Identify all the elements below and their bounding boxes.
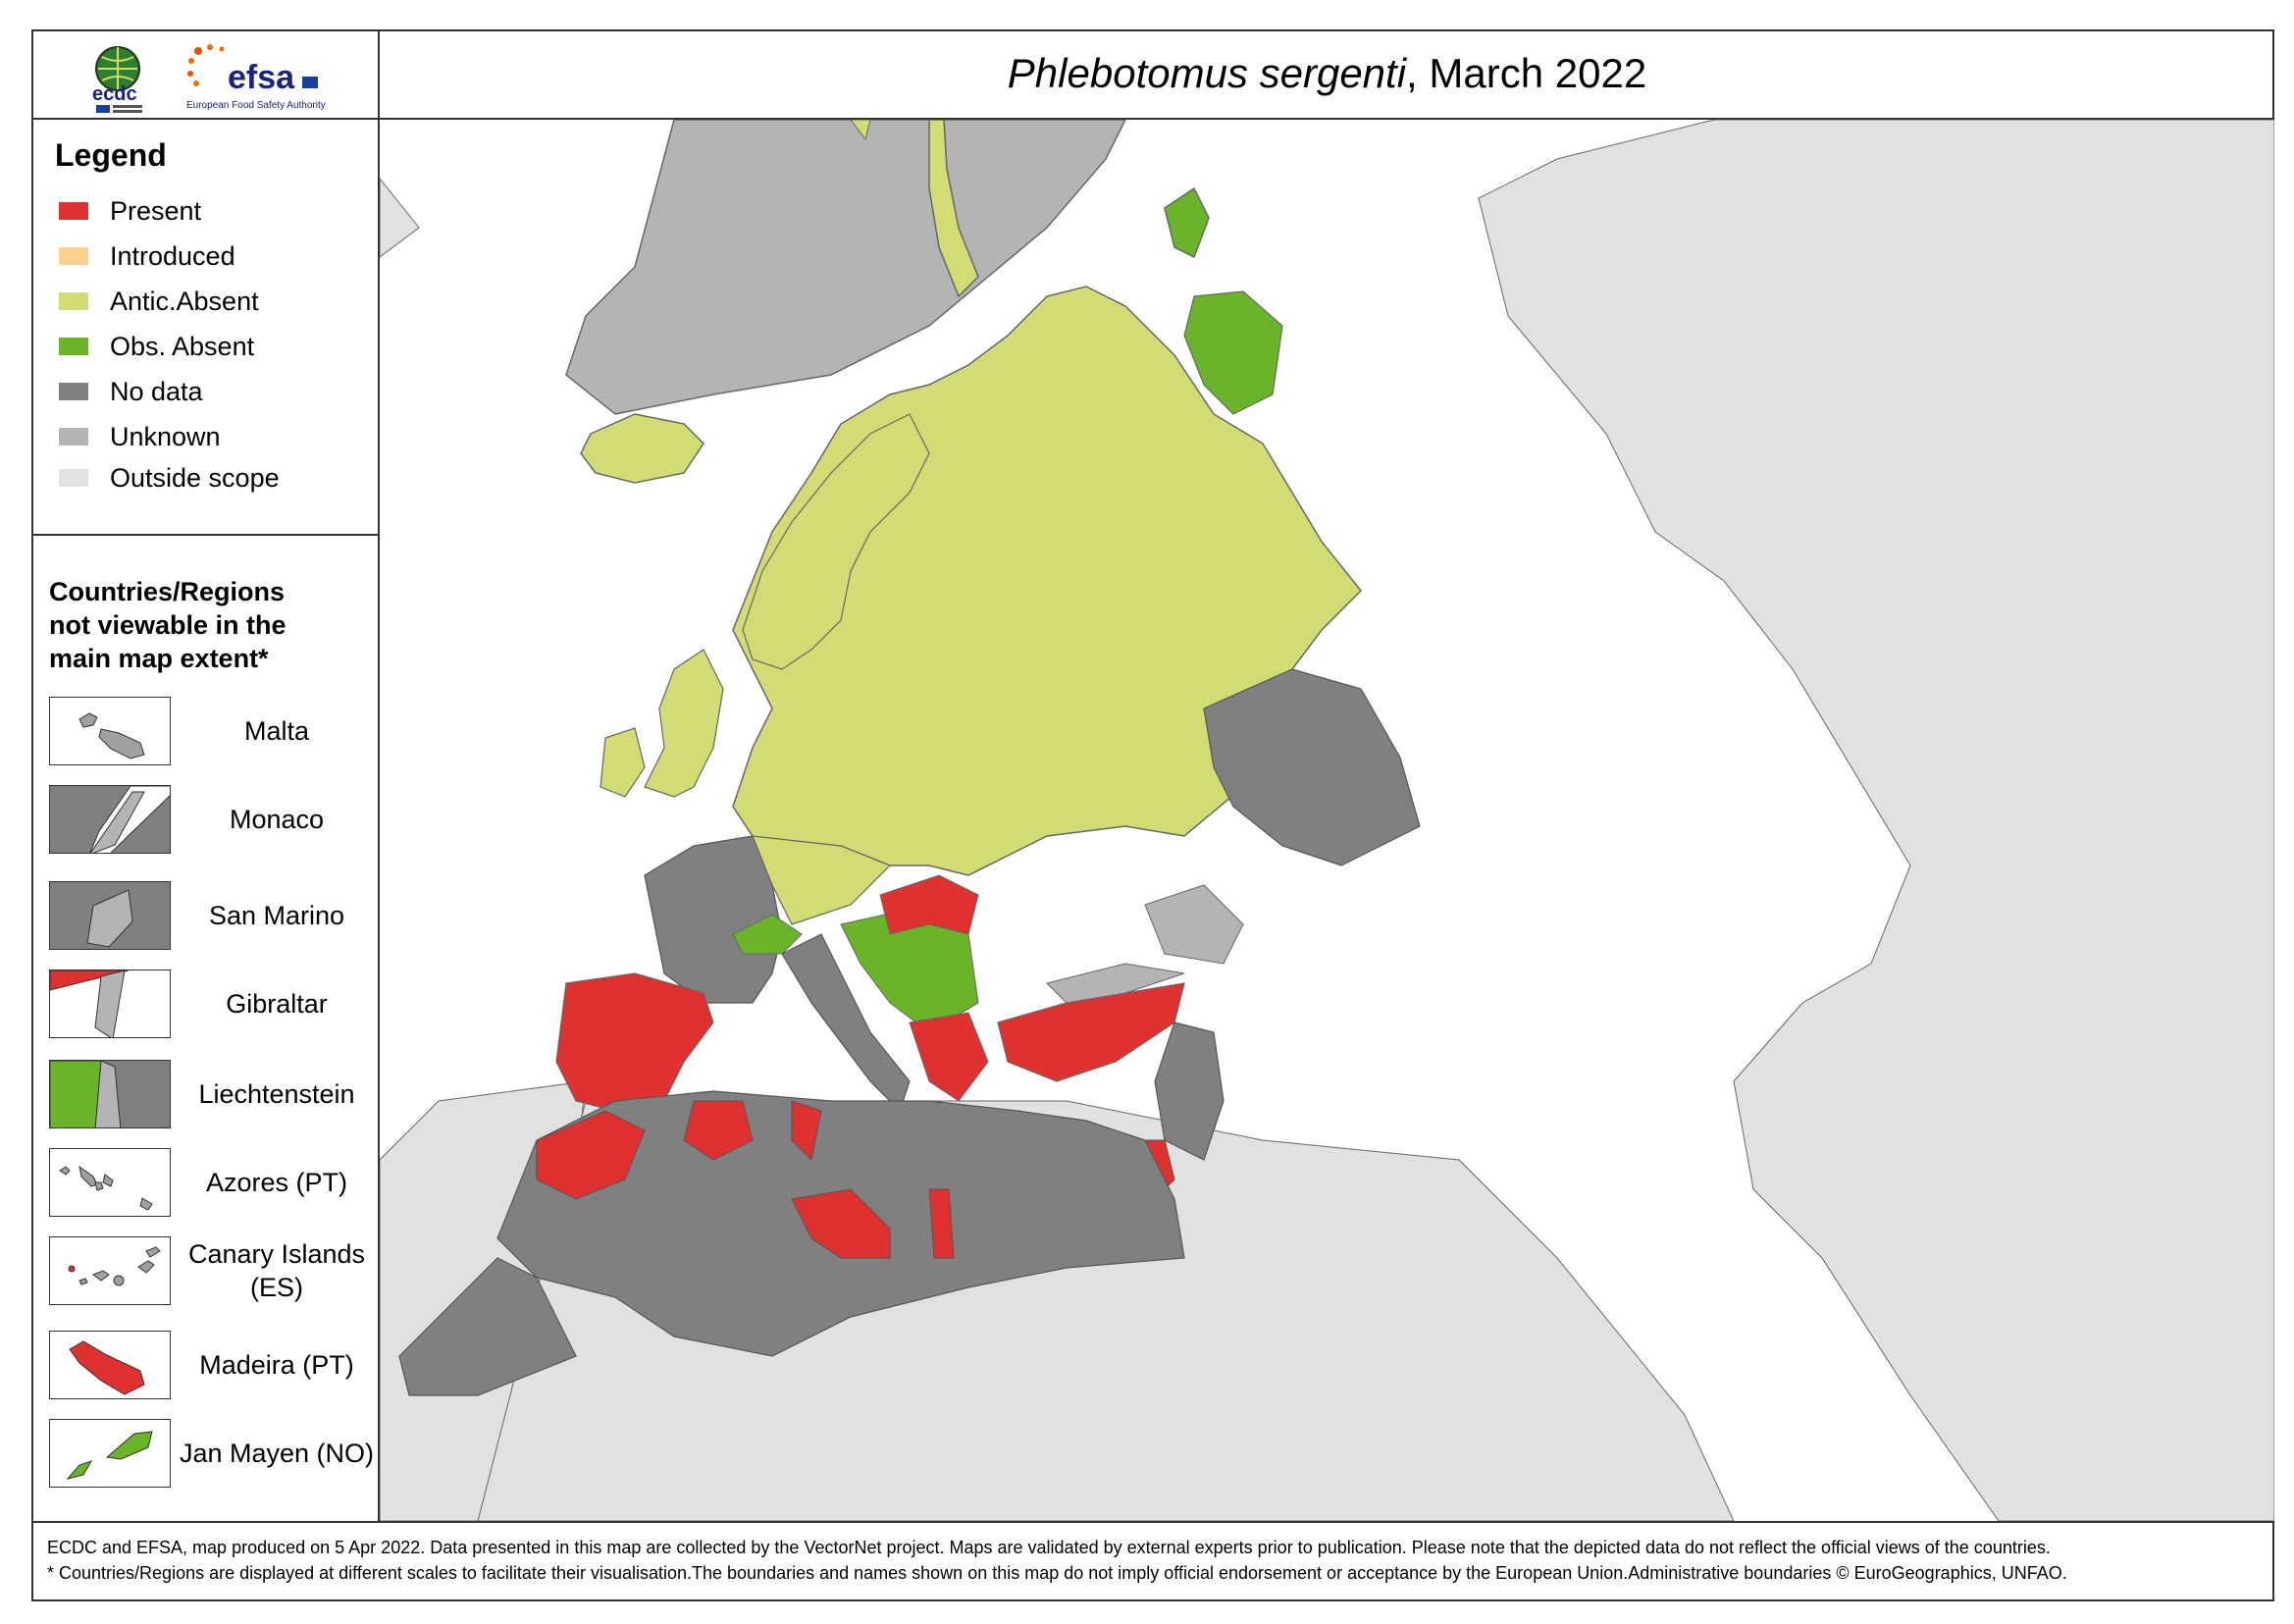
legend-swatch [59, 338, 88, 355]
switzerland [732, 914, 803, 955]
efsa-logo-text: efsa [228, 59, 295, 96]
legend-swatch [59, 383, 88, 400]
inset-label: Azores (PT) [205, 1168, 348, 1197]
inset-san-marino: San Marino [49, 881, 373, 952]
romania-present [879, 874, 979, 935]
inset-azores: Azores (PT) [49, 1148, 373, 1219]
legend-item-antic-absent: Antic.Absent [59, 287, 259, 316]
algeria-present [683, 1100, 754, 1161]
great-britain [644, 649, 724, 798]
inset-gibraltar: Gibraltar [49, 969, 373, 1040]
map-svg [380, 120, 2274, 1521]
svalbard [1164, 186, 1210, 259]
central-europe [752, 835, 892, 925]
insets-title-line: not viewable in the [49, 610, 287, 640]
greece-present [909, 1012, 989, 1102]
novaya-zemlya [928, 120, 979, 298]
footer-line-1: ECDC and EFSA, map produced on 5 Apr 202… [47, 1538, 2051, 1557]
inset-map [49, 1419, 171, 1488]
inset-canary-islands: Canary Islands (ES) [49, 1236, 373, 1307]
legend-item-obs-absent: Obs. Absent [59, 332, 254, 361]
tunisia-present [791, 1100, 822, 1162]
iceland [580, 413, 704, 484]
inset-map [49, 969, 171, 1038]
turkey-unknown [1046, 963, 1185, 1004]
insets-panel: Countries/Regions not viewable in the ma… [31, 536, 380, 1521]
inset-label: Malta [243, 716, 310, 746]
italy [781, 933, 911, 1113]
title-date: , March 2022 [1406, 50, 1647, 96]
main-map [380, 120, 2274, 1521]
legend-item-introduced: Introduced [59, 241, 235, 271]
inset-map [49, 1060, 171, 1128]
inset-malta: Malta [49, 697, 373, 767]
greenland [565, 120, 1126, 415]
logo-panel: ecdc efsa European Food Safety Authority [31, 29, 380, 120]
legend-swatch [59, 202, 88, 220]
france [644, 835, 783, 1004]
inset-label: San Marino [208, 901, 345, 930]
inset-map [49, 881, 171, 950]
legend-label: Antic.Absent [110, 286, 259, 316]
logos-svg: ecdc efsa European Food Safety Authority [92, 44, 326, 113]
footer-line-2: * Countries/Regions are displayed at dif… [47, 1563, 2067, 1583]
legend-swatch [59, 428, 88, 445]
inset-label: Liechtenstein [198, 1079, 355, 1109]
inset-liechtenstein: Liechtenstein [49, 1060, 373, 1130]
caucasus [1144, 884, 1244, 965]
legend-swatch [59, 469, 88, 487]
western-sahara [398, 1257, 577, 1396]
legend-swatch [59, 292, 88, 310]
inset-map [49, 785, 171, 854]
legend-panel: Legend Present Introduced Antic.Absent O… [31, 120, 380, 536]
efsa-logo-subtitle: European Food Safety Authority [186, 100, 326, 111]
inset-label: Madeira (PT) [199, 1350, 354, 1380]
libya-present [791, 1188, 891, 1259]
morocco-present [536, 1110, 646, 1200]
ireland [600, 727, 646, 798]
legend-label: No data [110, 376, 203, 406]
legend-label: Outside scope [110, 462, 280, 493]
insets-title-line: main map extent* [49, 644, 269, 673]
legend-item-outside-scope: Outside scope [59, 463, 280, 493]
inset-label: Monaco [229, 805, 325, 834]
legend-label: Present [110, 195, 202, 226]
inset-jan-mayen: Jan Mayen (NO) [49, 1419, 375, 1490]
iberia-present [555, 972, 714, 1112]
map-title: Phlebotomus sergenti, March 2022 [380, 29, 2274, 120]
title-species: Phlebotomus sergenti [1007, 50, 1407, 96]
inset-madeira: Madeira (PT) [49, 1331, 373, 1401]
franz-josef-land [850, 120, 871, 141]
inset-map [49, 1236, 171, 1305]
insets-title-line: Countries/Regions [49, 577, 286, 606]
inset-monaco: Monaco [49, 785, 373, 856]
russia-obs-absent [1183, 290, 1283, 415]
map-footer: ECDC and EFSA, map produced on 5 Apr 202… [31, 1521, 2274, 1601]
kazakhstan [1203, 668, 1421, 866]
legend-item-present: Present [59, 196, 201, 226]
inset-label: Gibraltar [226, 989, 328, 1019]
legend-swatch [59, 247, 88, 265]
legend-title: Legend [55, 137, 167, 173]
efsa-logo: efsa European Food Safety Authority [186, 44, 326, 111]
inset-map [49, 697, 171, 765]
inset-map [49, 1148, 171, 1217]
inset-map [49, 1331, 171, 1399]
legend-label: Obs. Absent [110, 331, 255, 361]
legend-label: Unknown [110, 421, 221, 451]
ecdc-logo-text: ecdc [92, 83, 137, 105]
legend-item-unknown: Unknown [59, 422, 221, 451]
inset-label: Canary Islands (ES) [187, 1239, 366, 1302]
ecdc-logo: ecdc [92, 46, 142, 113]
legend-item-no-data: No data [59, 377, 203, 406]
scandinavia [742, 413, 930, 670]
egypt-present [928, 1188, 955, 1259]
levant [1154, 1022, 1225, 1161]
legend-label: Introduced [110, 240, 235, 271]
inset-label: Jan Mayen (NO) [179, 1439, 375, 1468]
insets-title: Countries/Regions not viewable in the ma… [49, 575, 287, 675]
